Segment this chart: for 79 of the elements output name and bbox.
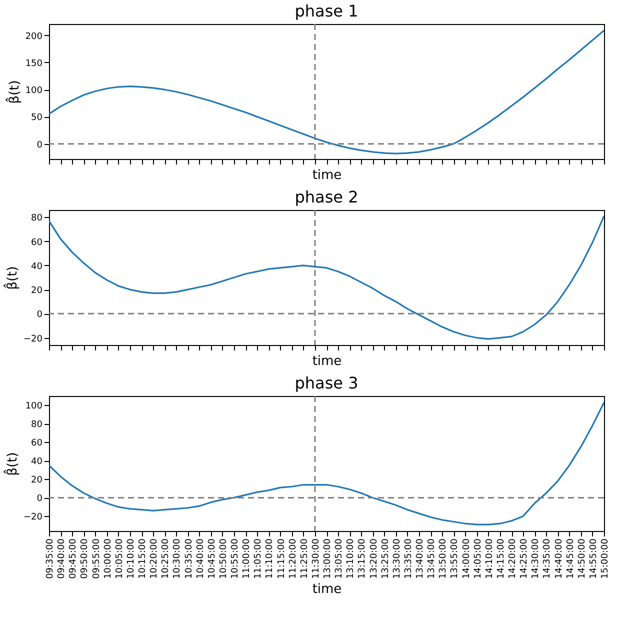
x-tick-label: 10:30:00 [172,538,183,579]
y-tick-label: 200 [25,32,43,42]
x-tick-label: 13:50:00 [438,538,449,579]
x-tick-label: 14:50:00 [577,538,588,579]
x-axis-title: time [312,168,342,183]
x-tick-label: 09:35:00 [46,538,56,579]
y-tick-label: 0 [36,310,43,320]
x-tick-label: 09:40:00 [57,538,68,579]
y-tick-label: −20 [24,334,43,344]
x-tick-label: 14:45:00 [566,538,576,579]
y-tick-label: 80 [31,214,43,224]
x-tick-label: 14:00:00 [462,538,472,579]
x-tick-label: 10:20:00 [150,538,160,579]
y-tick-label: 40 [31,262,43,272]
x-tick-label: 10:15:00 [138,538,148,579]
y-tick-label: 20 [31,286,43,296]
y-tick-label: 50 [31,113,43,124]
x-tick-label: 11:25:00 [300,538,310,579]
x-tick-label: 13:00:00 [323,538,333,579]
x-tick-label: 11:20:00 [288,538,298,579]
x-tick-label: 09:55:00 [92,538,102,579]
x-tick-label: 14:05:00 [473,538,484,579]
y-tick-label: 40 [31,457,43,468]
y-tick-label: 0 [36,140,43,150]
y-tick-label: 80 [31,420,43,430]
line-series [49,215,604,340]
chart-title: phase 3 [294,373,358,392]
line-series [49,402,604,526]
line-series [49,30,604,154]
x-tick-label: 11:10:00 [265,538,276,579]
x-tick-label: 14:40:00 [554,538,564,579]
x-tick-label: 13:15:00 [358,538,368,579]
chart-title: phase 1 [294,1,358,20]
x-tick-label: 14:20:00 [508,538,518,579]
x-tick-label: 13:20:00 [369,538,380,579]
x-tick-label: 13:40:00 [416,538,426,579]
y-tick-label: 60 [31,438,43,449]
x-tick-label: 13:45:00 [427,538,438,579]
y-axis-title: β̂(t) [4,80,22,104]
y-tick-label: 100 [25,402,43,412]
x-tick-label: 14:25:00 [520,538,530,579]
x-tick-label: 14:15:00 [496,538,506,579]
x-tick-label: 14:55:00 [588,538,599,579]
x-tick-label: 13:30:00 [392,538,402,579]
x-tick-label: 15:00:00 [600,538,610,579]
x-tick-label: 10:35:00 [184,538,194,579]
x-tick-label: 13:35:00 [404,538,414,579]
y-tick-label: 20 [31,476,43,486]
y-tick-label: 150 [25,58,43,69]
y-axis-title: β̂(t) [3,266,21,290]
x-tick-label: 10:05:00 [114,538,125,579]
x-tick-label: 10:10:00 [126,538,136,579]
y-tick-label: 0 [36,494,43,504]
x-tick-label: 10:50:00 [218,538,229,579]
y-axis-title: β̂(t) [3,452,21,476]
x-tick-label: 11:30:00 [311,538,322,579]
x-tick-label: 11:00:00 [242,538,252,579]
y-tick-label: 60 [31,238,43,248]
x-axis-title: time [312,354,342,369]
x-tick-label: 13:25:00 [380,538,391,579]
y-tick-label: 100 [25,86,43,96]
x-tick-label: 10:40:00 [196,538,206,579]
x-tick-label: 13:55:00 [450,538,460,579]
x-tick-label: 11:15:00 [276,538,287,579]
x-tick-label: 14:30:00 [531,538,542,579]
chart-title: phase 2 [294,187,358,206]
y-tick-label: −20 [24,512,43,523]
x-tick-label: 10:45:00 [207,538,218,579]
x-tick-label: 11:05:00 [254,538,264,579]
x-tick-label: 10:55:00 [230,538,240,579]
x-axis-title: time [312,582,342,597]
x-tick-label: 13:10:00 [346,538,356,579]
x-tick-label: 09:50:00 [80,538,90,579]
x-tick-label: 09:45:00 [68,538,79,579]
x-tick-label: 14:35:00 [542,538,553,579]
x-tick-label: 10:25:00 [161,538,172,579]
x-tick-label: 13:05:00 [334,538,345,579]
x-tick-label: 10:00:00 [103,538,114,579]
x-tick-label: 14:10:00 [484,538,495,579]
